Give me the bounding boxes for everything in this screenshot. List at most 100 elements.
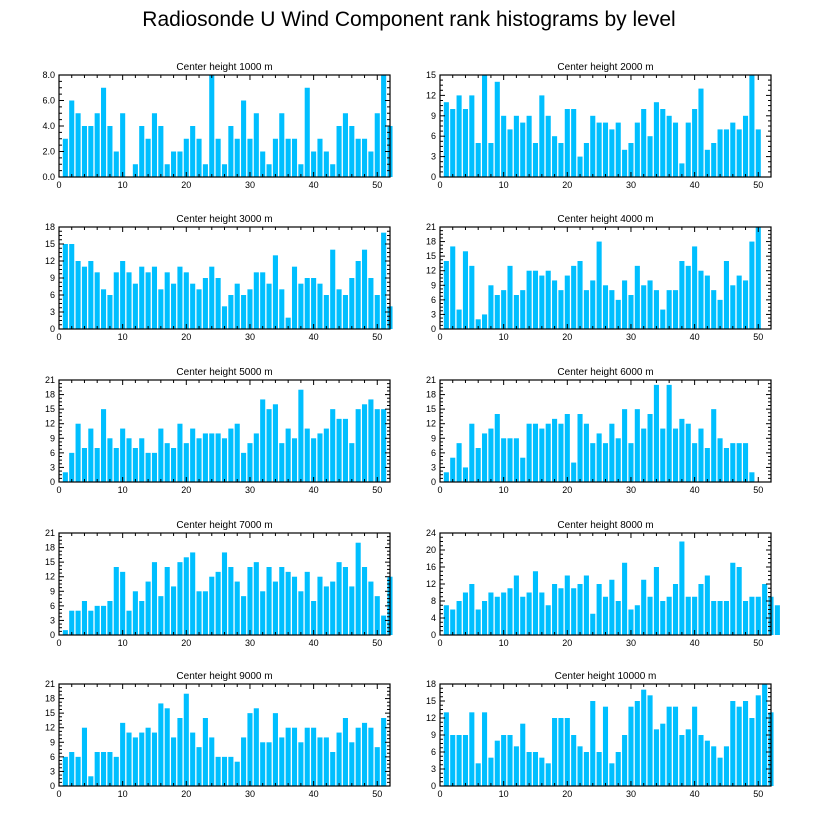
histogram-bar: [692, 596, 698, 635]
histogram-bar: [475, 319, 481, 329]
histogram-bar: [679, 735, 685, 786]
histogram-bar: [323, 151, 329, 177]
histogram-bar: [241, 596, 247, 635]
histogram-bar: [660, 428, 666, 482]
y-tick-label: 15: [426, 251, 436, 261]
y-tick-label: 18: [426, 679, 436, 689]
x-tick-label: 30: [245, 180, 255, 190]
histogram-bar: [101, 289, 107, 329]
y-tick-label: 16: [426, 562, 436, 572]
histogram-bar: [94, 605, 100, 635]
histogram-bar: [507, 438, 513, 482]
histogram-bar: [330, 752, 336, 786]
histogram-bar: [520, 290, 526, 329]
histogram-bar: [736, 567, 742, 635]
histogram-bar: [602, 285, 609, 329]
histogram-bar: [672, 122, 679, 177]
histogram-bar: [145, 727, 151, 786]
histogram-bar: [145, 452, 151, 482]
x-tick-label: 10: [118, 485, 128, 495]
histogram-bar: [698, 88, 704, 177]
histogram-bar: [330, 164, 336, 177]
histogram-bar: [183, 138, 189, 177]
histogram-bar: [158, 428, 164, 482]
histogram-bar: [279, 737, 285, 786]
histogram-bar: [304, 428, 310, 482]
histogram-bar: [349, 443, 355, 482]
histogram-bar: [539, 592, 545, 635]
histogram-bar: [272, 138, 278, 177]
histogram-bar: [558, 718, 564, 786]
histogram-bar: [501, 115, 507, 177]
histogram-bar: [564, 575, 570, 635]
x-tick-label: 20: [562, 638, 572, 648]
histogram-bar: [234, 283, 240, 329]
histogram-bar: [564, 718, 570, 786]
histogram-bar: [450, 246, 456, 329]
histogram-bar: [450, 457, 456, 482]
y-tick-label: 4: [431, 613, 436, 623]
x-tick-label: 20: [562, 789, 572, 799]
x-tick-label: 50: [372, 789, 382, 799]
histogram-bar: [488, 285, 494, 329]
x-tick-label: 40: [309, 789, 319, 799]
histogram-bar: [241, 295, 247, 329]
histogram-bar: [247, 443, 253, 482]
histogram-bar: [298, 742, 304, 786]
histogram-bar: [260, 591, 266, 635]
y-tick-label: 18: [426, 390, 436, 400]
histogram-bar: [723, 129, 729, 177]
histogram-bar: [513, 295, 519, 329]
y-tick-label: 12: [45, 723, 55, 733]
x-tick-label: 30: [626, 485, 636, 495]
histogram-bar: [730, 562, 736, 635]
y-tick-label: 3: [50, 462, 55, 472]
histogram-bar: [583, 290, 589, 329]
histogram-bar: [749, 718, 755, 786]
histogram-bar: [266, 164, 272, 177]
histogram-bar: [151, 732, 158, 786]
y-tick-label: 18: [45, 390, 55, 400]
histogram-bar: [266, 283, 272, 329]
histogram-bar: [577, 261, 583, 329]
histogram-bar: [462, 467, 469, 482]
x-tick-label: 0: [56, 485, 61, 495]
histogram-bar: [723, 601, 729, 635]
histogram-bar: [260, 151, 266, 177]
y-tick-label: 0: [431, 324, 436, 334]
histogram-bar: [323, 428, 329, 482]
histogram-bar: [69, 610, 75, 635]
histogram-bar: [571, 462, 577, 482]
x-tick-label: 30: [245, 789, 255, 799]
histogram-bar: [151, 113, 158, 177]
y-tick-label: 8.0: [42, 70, 55, 80]
histogram-bar: [488, 592, 494, 635]
histogram-bar: [469, 265, 475, 329]
x-tick-label: 20: [181, 485, 191, 495]
histogram-bar: [526, 752, 532, 786]
histogram-bar: [247, 289, 253, 329]
histogram-bar: [202, 164, 208, 177]
y-tick-label: 3: [50, 615, 55, 625]
histogram-bar: [171, 151, 177, 177]
x-tick-label: 50: [372, 485, 382, 495]
histogram-bar: [552, 280, 558, 329]
histogram-bar: [323, 737, 329, 786]
histogram-bar: [571, 265, 577, 329]
x-tick-label: 10: [499, 332, 509, 342]
histogram-bar: [552, 584, 558, 635]
histogram-bar: [456, 601, 462, 635]
histogram-bar: [742, 280, 749, 329]
histogram-bar: [330, 581, 336, 635]
histogram-bar: [653, 729, 659, 786]
histogram-bar: [113, 448, 119, 482]
histogram-bar: [704, 275, 710, 329]
histogram-bar: [336, 289, 342, 329]
y-tick-label: 15: [45, 708, 55, 718]
panel-title: Center height 6000 m: [557, 367, 653, 378]
histogram-bar: [221, 164, 228, 177]
x-tick-label: 40: [309, 638, 319, 648]
histogram-bar: [62, 244, 68, 329]
histogram-bar: [221, 756, 228, 786]
histogram-bar: [501, 735, 507, 786]
